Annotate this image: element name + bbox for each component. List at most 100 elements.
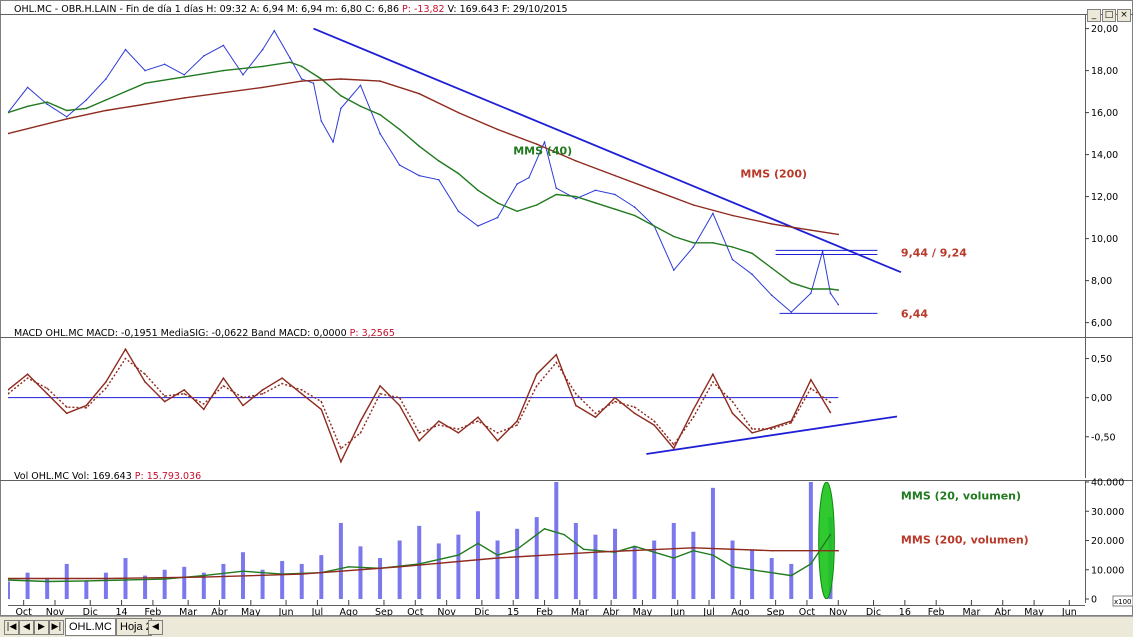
data-point [222, 377, 225, 379]
data-point [105, 109, 107, 112]
volume-bar [182, 566, 187, 599]
data-point [105, 99, 107, 101]
data-point [582, 548, 585, 551]
data-point [418, 145, 421, 147]
volume-bar [162, 569, 167, 599]
tab-scroll-button[interactable]: ◀ [148, 620, 163, 635]
data-point [300, 65, 303, 68]
data-point [770, 428, 773, 430]
x-tick-label: Jun [1061, 607, 1077, 616]
data-point [418, 432, 421, 434]
data-point [692, 204, 695, 206]
volume-bar [103, 572, 108, 599]
data-point [712, 212, 714, 215]
data-point [594, 202, 597, 204]
x-tick-label: Sep [375, 607, 393, 616]
data-point [672, 269, 675, 271]
data-point [790, 311, 793, 313]
volume-bar [201, 572, 206, 599]
x-tick-label: Feb [536, 607, 553, 616]
y-tick-label: 10.000 [1091, 565, 1124, 576]
volume-bar [554, 482, 559, 599]
next-sheet-button[interactable]: ▶ [34, 620, 49, 635]
x-tick-label: Dic [83, 607, 98, 616]
first-sheet-button[interactable]: |◀ [4, 620, 19, 635]
minimize-button[interactable]: _ [1087, 9, 1101, 22]
last-sheet-button[interactable]: ▶| [49, 620, 64, 635]
data-point [281, 377, 283, 379]
data-point [261, 48, 264, 51]
x-tick-label: Mar [962, 607, 980, 616]
annotation-label: MMS (40) [513, 145, 572, 158]
data-point [810, 288, 812, 290]
x-tick-label: Jun [278, 607, 294, 616]
volume-bar [475, 511, 480, 599]
data-point [837, 289, 840, 291]
maximize-button[interactable]: □ [1102, 9, 1116, 22]
previous-sheet-button[interactable]: ◀ [19, 620, 34, 635]
data-point [810, 378, 812, 381]
volume-bar [338, 522, 343, 599]
data-point [751, 252, 753, 255]
data-point [203, 408, 205, 411]
data-point [790, 421, 793, 424]
data-point [65, 116, 68, 118]
data-point [614, 396, 616, 399]
header-highlight: P: 15.793.036 [135, 471, 201, 482]
data-point [555, 353, 558, 356]
data-point [379, 80, 381, 82]
data-point [144, 82, 146, 84]
volume-bar [808, 482, 813, 599]
data-point [46, 103, 48, 105]
data-point [418, 174, 421, 177]
data-point [144, 373, 146, 376]
data-point [8, 392, 9, 395]
data-point [614, 400, 616, 403]
data-point [535, 385, 538, 387]
annotation-label: MMS (200, volumen) [901, 533, 1029, 546]
series-line [8, 61, 839, 291]
data-point [692, 549, 695, 552]
y-tick-label: 16,00 [1091, 108, 1118, 119]
close-button[interactable]: × [1117, 9, 1131, 22]
x-tick-label: 15 [507, 607, 519, 616]
data-point [633, 545, 636, 548]
volume-bar [691, 531, 696, 599]
data-point [85, 107, 88, 110]
tab-ohl-mc[interactable]: OHL.MC [65, 618, 116, 636]
data-point [438, 424, 440, 426]
volume-bar [45, 578, 50, 599]
y-tick-label: 12,00 [1091, 192, 1118, 203]
data-point [183, 392, 186, 395]
panel-header: OHL.MC - OBR.H.LAIN - Fin de día 1 días … [14, 4, 568, 15]
data-point [692, 246, 695, 248]
annotation-label: 6,44 [901, 307, 928, 320]
data-point [65, 412, 68, 415]
y-tick-label: 20.000 [1091, 536, 1124, 547]
data-point [575, 392, 577, 395]
y-tick-label: 8,00 [1091, 276, 1112, 287]
x-tick-label: Nov [437, 607, 456, 616]
data-point [770, 294, 773, 297]
plot-area [8, 482, 1085, 599]
y-tick-label: 0,50 [1091, 354, 1112, 365]
data-point [829, 533, 832, 536]
data-point [653, 551, 655, 553]
tab-hoja-2[interactable]: Hoja 2 [116, 618, 152, 636]
data-point [300, 78, 303, 80]
data-point [731, 258, 734, 261]
data-point [163, 578, 166, 580]
chart-canvas: OHL.MC - OBR.H.LAIN - Fin de día 1 días … [0, 0, 1133, 616]
data-point [477, 420, 479, 422]
data-point [829, 292, 832, 295]
data-point [300, 80, 303, 82]
data-point [340, 95, 342, 97]
volume-bar [319, 555, 324, 599]
data-point [575, 404, 577, 407]
panel-header: Vol OHL.MC Vol: 169.643 P: 15.793.036 [14, 471, 201, 482]
volume-bar [534, 517, 539, 599]
panel-price: OHL.MC - OBR.H.LAIN - Fin de día 1 días … [0, 4, 1133, 337]
data-point [46, 392, 48, 395]
data-point [359, 84, 362, 87]
data-point [379, 392, 381, 395]
